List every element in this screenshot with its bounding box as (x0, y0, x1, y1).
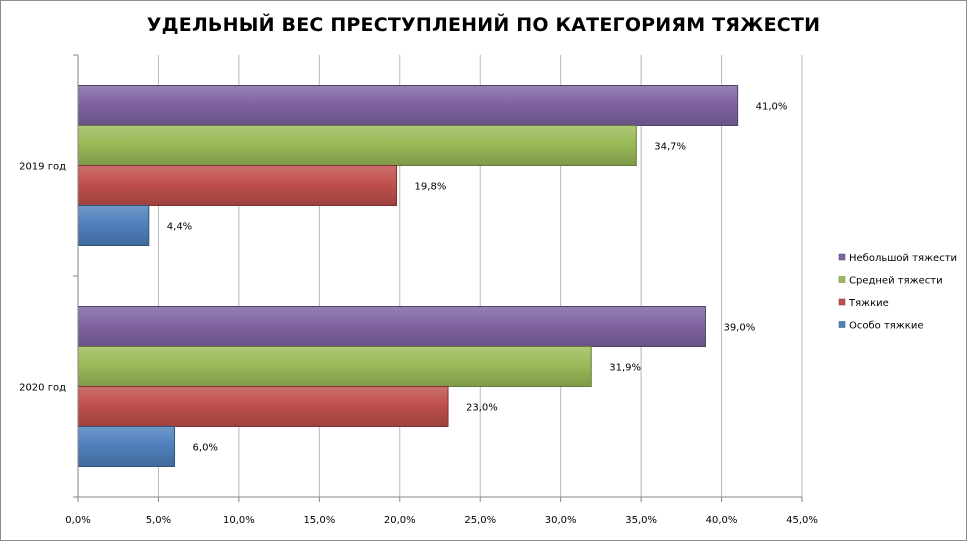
data-label: 39,0% (723, 323, 755, 334)
x-tick-label: 5,0% (146, 515, 171, 526)
x-tick-label: 0,0% (65, 515, 90, 526)
bar (77, 205, 150, 246)
category-label: 2019 год (19, 162, 66, 173)
x-tick-label: 35,0% (625, 515, 657, 526)
legend-label: Небольшой тяжести (849, 253, 957, 264)
bar (77, 426, 176, 467)
x-tick-label: 25,0% (464, 515, 496, 526)
data-label: 23,0% (466, 403, 498, 414)
x-tick-label: 30,0% (545, 515, 577, 526)
legend-label: Тяжкие (848, 298, 889, 309)
legend-label: Особо тяжкие (849, 321, 924, 332)
chart-title: УДЕЛЬНЫЙ ВЕС ПРЕСТУПЛЕНИЙ ПО КАТЕГОРИЯМ … (146, 14, 821, 36)
x-tick-label: 45,0% (786, 515, 818, 526)
x-tick-label: 20,0% (384, 515, 416, 526)
x-tick-label: 40,0% (706, 515, 738, 526)
bar (77, 125, 637, 166)
data-label: 41,0% (756, 102, 788, 113)
data-label: 6,0% (193, 443, 218, 454)
data-label: 31,9% (609, 363, 641, 374)
bar (77, 165, 398, 206)
x-tick-label: 15,0% (303, 515, 335, 526)
x-tick-label: 10,0% (223, 515, 255, 526)
legend-swatch (838, 298, 846, 306)
data-label: 4,4% (167, 222, 192, 233)
bar (77, 306, 706, 347)
legend-swatch (838, 253, 846, 261)
legend-label: Средней тяжести (849, 276, 943, 287)
bar (77, 346, 592, 387)
legend-swatch (838, 321, 846, 328)
data-label: 19,8% (415, 182, 447, 193)
bar (77, 386, 449, 427)
bar (77, 85, 739, 126)
category-label: 2020 год (19, 383, 66, 394)
legend-swatch (838, 276, 846, 283)
data-label: 34,7% (654, 142, 686, 153)
